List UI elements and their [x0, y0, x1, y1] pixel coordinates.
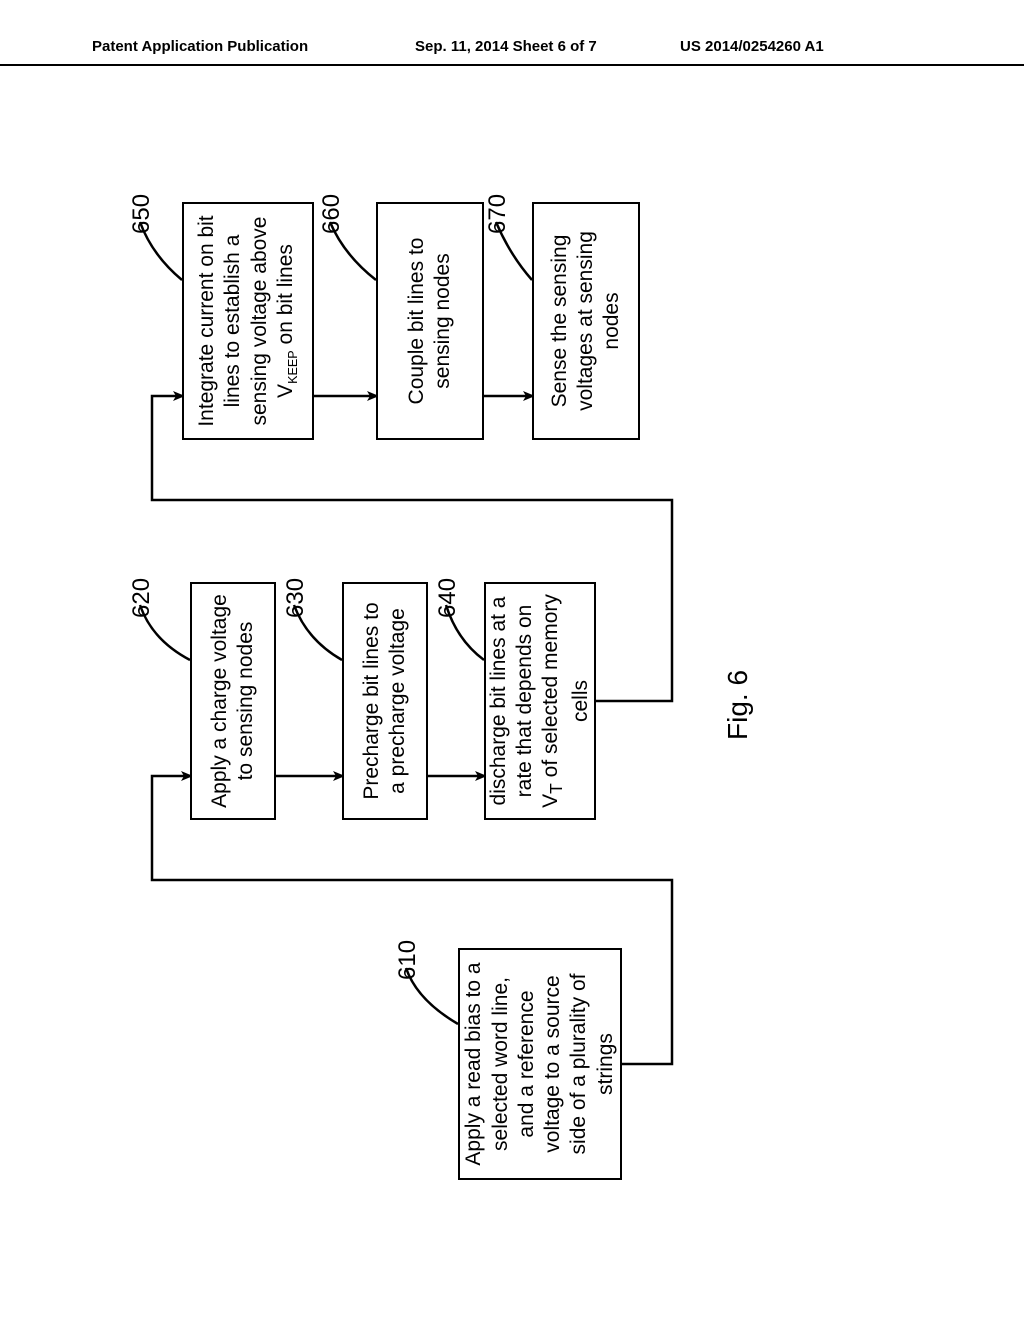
flow-node-610-text: Apply a read bias to a selected word lin…: [461, 960, 619, 1168]
ref-650: 650: [128, 194, 156, 234]
flow-node-630-text: Precharge bit lines to a precharge volta…: [359, 594, 412, 808]
flow-node-620-text: Apply a charge voltage to sensing nodes: [207, 594, 260, 808]
flow-node-640-text: discharge bit lines at a rate that depen…: [486, 594, 595, 808]
flow-node-660-text: Couple bit lines to sensing nodes: [404, 214, 457, 428]
header-left: Patent Application Publication: [92, 38, 308, 55]
flow-node-670: Sense the sensing voltages at sensing no…: [532, 202, 640, 440]
flow-node-650: Integrate current on bit lines to establ…: [182, 202, 314, 440]
ref-620: 620: [128, 578, 156, 618]
ref-630: 630: [282, 578, 310, 618]
page: Patent Application Publication Sep. 11, …: [0, 0, 1024, 1320]
ref-670: 670: [484, 194, 512, 234]
flow-node-670-text: Sense the sensing voltages at sensing no…: [547, 214, 626, 428]
flow-node-640: discharge bit lines at a rate that depen…: [484, 582, 596, 820]
flow-node-650-text: Integrate current on bit lines to establ…: [194, 214, 302, 428]
ref-640: 640: [434, 578, 462, 618]
flowchart-diagram: Apply a read bias to a selected word lin…: [122, 140, 902, 1200]
header-right: US 2014/0254260 A1: [680, 38, 824, 55]
ref-660: 660: [318, 194, 346, 234]
figure-label: Fig. 6: [722, 670, 754, 740]
flow-node-610: Apply a read bias to a selected word lin…: [458, 948, 622, 1180]
flow-node-630: Precharge bit lines to a precharge volta…: [342, 582, 428, 820]
header-center: Sep. 11, 2014 Sheet 6 of 7: [415, 38, 597, 55]
flow-node-660: Couple bit lines to sensing nodes: [376, 202, 484, 440]
flow-node-620: Apply a charge voltage to sensing nodes: [190, 582, 276, 820]
page-header: Patent Application Publication Sep. 11, …: [0, 38, 1024, 66]
ref-610: 610: [394, 940, 422, 980]
